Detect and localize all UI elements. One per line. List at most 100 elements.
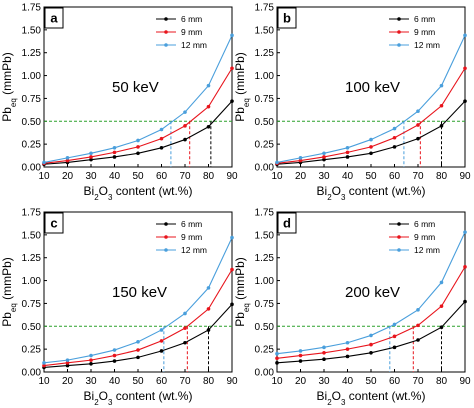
data-point — [183, 110, 187, 114]
data-point — [416, 136, 420, 141]
y-tick-label: 0.50 — [255, 117, 275, 128]
x-tick-label: 70 — [412, 376, 424, 387]
data-point — [42, 363, 46, 368]
x-axis-label-part: O — [332, 389, 341, 403]
x-tick-label: 50 — [132, 171, 144, 182]
legend-label: 12 mm — [414, 245, 440, 255]
x-axis-label-part: 2 — [94, 398, 99, 407]
x-tick-label: 60 — [389, 376, 401, 387]
x-tick-label: 80 — [436, 376, 448, 387]
legend-label: 6 mm — [181, 14, 202, 24]
x-tick-label: 70 — [412, 171, 424, 182]
x-tick-label: 90 — [226, 376, 238, 387]
y-tick-label: 1.50 — [255, 230, 275, 241]
data-point — [392, 135, 397, 140]
data-point — [463, 299, 467, 304]
x-axis-label-part: 3 — [108, 193, 113, 202]
data-point — [89, 361, 93, 366]
data-point — [275, 361, 279, 365]
legend-label: 12 mm — [414, 40, 440, 50]
y-tick-label: 0.25 — [255, 345, 275, 356]
x-axis-label-part: O — [332, 184, 341, 198]
panel-label: c — [50, 216, 57, 231]
legend-label: 9 mm — [181, 232, 202, 242]
data-point — [89, 151, 93, 156]
y-axis-label-part: (mmPb) — [233, 257, 247, 303]
data-point — [159, 339, 164, 343]
panel-label-box — [44, 212, 64, 234]
x-tick-label: 30 — [318, 171, 330, 182]
data-point — [112, 146, 117, 150]
data-point — [112, 348, 117, 352]
data-point — [439, 83, 444, 88]
x-tick-label: 60 — [156, 376, 168, 387]
legend-label: 12 mm — [181, 245, 207, 255]
y-axis-label-part: Pb — [233, 107, 247, 122]
legend-marker — [164, 235, 168, 239]
data-point — [89, 157, 93, 162]
x-axis-label-part: content (wt.%) — [112, 184, 192, 198]
y-tick-label: 0.25 — [22, 140, 42, 151]
data-point — [112, 150, 117, 155]
x-axis-label-part: 2 — [327, 398, 332, 407]
data-point — [206, 104, 211, 109]
y-axis-label-part: (mmPb) — [233, 52, 247, 98]
data-point — [183, 124, 187, 128]
x-axis-label-part: content (wt.%) — [112, 389, 192, 403]
data-point — [183, 137, 187, 142]
x-tick-label: 50 — [365, 376, 377, 387]
x-tick-label: 60 — [389, 171, 401, 182]
series-line-12mm — [276, 35, 466, 163]
data-point — [322, 157, 326, 162]
data-point — [230, 99, 234, 103]
x-axis-label-part: Bi — [84, 389, 95, 403]
x-tick-label: 30 — [85, 376, 97, 387]
data-point — [275, 356, 279, 361]
legend-label: 9 mm — [414, 232, 435, 242]
x-tick-label: 60 — [156, 171, 168, 182]
data-point — [463, 33, 467, 38]
data-point — [463, 265, 467, 269]
panel-label: a — [50, 11, 58, 26]
y-tick-label: 1.75 — [22, 3, 42, 14]
x-tick-label: 70 — [179, 376, 191, 387]
legend-marker — [397, 17, 401, 21]
y-axis-label-part: Pb — [0, 107, 14, 122]
y-axis-label-part: eq — [9, 98, 18, 107]
x-axis-label-part: Bi — [317, 389, 328, 403]
data-point — [136, 145, 140, 149]
x-tick-label: 10 — [38, 171, 50, 182]
data-point — [65, 156, 70, 160]
data-point — [345, 347, 350, 351]
legend-marker — [164, 222, 168, 226]
y-tick-label: 1.75 — [255, 3, 275, 14]
y-tick-label: 1.00 — [255, 276, 275, 287]
data-point — [65, 363, 70, 368]
data-point — [345, 146, 350, 150]
x-tick-label: 10 — [38, 376, 50, 387]
data-point — [439, 103, 444, 108]
y-axis-label-part: (mmPb) — [0, 257, 14, 303]
data-point — [416, 323, 420, 328]
x-tick-label: 80 — [203, 171, 215, 182]
data-point — [230, 66, 234, 71]
data-point — [416, 308, 420, 312]
data-point — [392, 322, 397, 327]
y-tick-label: 1.50 — [22, 230, 42, 241]
y-axis-label: Pbeq (mmPb) — [0, 52, 18, 122]
x-tick-label: 20 — [295, 376, 307, 387]
data-point — [298, 359, 303, 363]
data-point — [369, 151, 373, 156]
x-axis-label-part: Bi — [317, 184, 328, 198]
data-point — [369, 145, 373, 149]
data-point — [159, 328, 164, 332]
y-tick-label: 0.25 — [22, 345, 42, 356]
data-point — [345, 155, 350, 159]
y-tick-label: 1.00 — [22, 276, 42, 287]
x-axis-label: Bi2O3 content (wt.%) — [317, 389, 426, 407]
data-point — [206, 83, 211, 88]
x-axis-label: Bi2O3 content (wt.%) — [317, 184, 426, 202]
data-point — [416, 123, 420, 127]
data-point — [65, 158, 70, 163]
data-point — [345, 150, 350, 155]
